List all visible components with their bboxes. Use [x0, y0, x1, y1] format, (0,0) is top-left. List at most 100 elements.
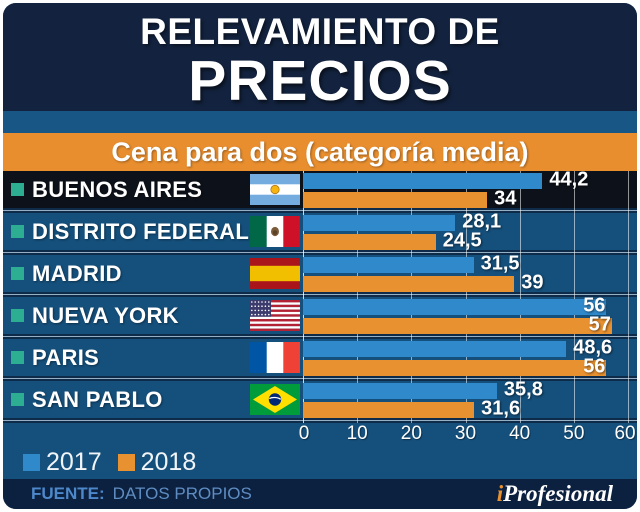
value-label: 31,5	[480, 252, 520, 275]
source-text: DATOS PROPIOS	[112, 484, 252, 503]
legend-swatch	[117, 453, 135, 471]
bullet-square-icon	[11, 183, 24, 196]
x-axis: 0 10 20 30 40 50 60	[299, 423, 636, 445]
chart-row: DISTRITO FEDERAL 28,1 24,5	[3, 210, 637, 255]
divider-strip	[3, 111, 637, 133]
row-separator	[3, 418, 637, 423]
value-label: 57	[588, 313, 611, 336]
value-label: 28,1	[462, 210, 502, 233]
flag-eeuu-icon	[250, 300, 300, 331]
bullet-square-icon	[11, 309, 24, 322]
bar-track: 31,5	[303, 253, 628, 275]
bar-chart: BUENOS AIRES 44,2 34 DISTRITO FEDERAL 28,1 24…	[3, 169, 637, 445]
bar-track: 56	[303, 356, 628, 378]
value-label: 31,6	[481, 397, 521, 420]
row-label-cell: BUENOS AIRES	[3, 171, 303, 208]
bar-track: 57	[303, 314, 628, 336]
gridline	[628, 171, 629, 423]
row-bars: 44,2 34	[303, 169, 628, 210]
subtitle-bar: Cena para dos (categoría media)	[3, 133, 637, 171]
value-label: 39	[521, 271, 544, 294]
bar-track: 44,2	[303, 169, 628, 191]
axis-tick-label: 0	[298, 423, 310, 444]
bar-track: 56	[303, 295, 628, 317]
gridline	[465, 171, 467, 423]
gridline	[519, 171, 521, 423]
value-label: 44,2	[549, 168, 589, 191]
flag-brasil-icon	[250, 384, 300, 415]
bar-track: 48,6	[303, 337, 628, 359]
chart-row: NUEVA YORK 56 57	[3, 295, 637, 339]
row-bars: 28,1 24,5	[303, 210, 628, 252]
row-bars: 48,6 56	[303, 337, 628, 378]
source-label: FUENTE:	[31, 484, 105, 503]
city-name: MADRID	[32, 260, 122, 286]
bar-2017	[303, 257, 474, 273]
legend-label: 2017	[46, 447, 102, 476]
row-separator	[3, 208, 637, 213]
chart-rows: BUENOS AIRES 44,2 34 DISTRITO FEDERAL 28,1 24…	[3, 169, 637, 423]
chart-row: BUENOS AIRES 44,2 34	[3, 169, 637, 213]
value-label: 35,8	[503, 378, 543, 401]
bullet-square-icon	[11, 267, 24, 280]
row-label-cell: NUEVA YORK	[3, 297, 303, 334]
infographic-panel: RELEVAMIENTO DE PRECIOS Cena para dos (c…	[3, 3, 637, 509]
city-name: NUEVA YORK	[32, 302, 179, 328]
bullet-square-icon	[11, 393, 24, 406]
bar-2017	[303, 215, 456, 231]
axis-tick-label: 60	[614, 423, 636, 444]
brand-prefix: i	[496, 481, 504, 506]
bar-2017	[303, 173, 543, 189]
title-line-2: PRECIOS	[188, 49, 452, 113]
value-label: 24,5	[442, 229, 482, 252]
bar-track: 39	[303, 272, 628, 294]
iprofesional-logo: iProfesional	[497, 481, 613, 507]
legend-swatch	[23, 453, 40, 471]
legend-label: 2018	[140, 447, 197, 476]
title-line-1: RELEVAMIENTO DE	[140, 11, 500, 52]
row-label-cell: PARIS	[3, 339, 303, 376]
flag-argentina-icon	[250, 174, 300, 205]
subtitle-text: Cena para dos (categoría media)	[111, 136, 529, 167]
value-label: 48,6	[573, 336, 613, 359]
row-separator	[3, 334, 637, 339]
row-label-cell: SAN PABLO	[3, 381, 303, 418]
city-name: BUENOS AIRES	[32, 176, 203, 202]
chart-row: PARIS 48,6 56	[3, 337, 637, 381]
source-note: FUENTE: DATOS PROPIOS	[31, 484, 252, 504]
axis-tick-label: 20	[400, 423, 422, 444]
bar-track: 34	[303, 188, 628, 210]
chart-row: SAN PABLO 35,8 31,6	[3, 378, 637, 423]
footer: FUENTE: DATOS PROPIOS iProfesional	[3, 479, 637, 509]
bar-2018	[303, 192, 488, 208]
gridline	[357, 171, 359, 423]
row-separator	[3, 376, 637, 381]
bar-2017	[303, 299, 607, 315]
header: RELEVAMIENTO DE PRECIOS	[3, 3, 637, 111]
row-separator	[3, 292, 637, 297]
bar-track: 31,6	[303, 398, 628, 420]
bar-2018	[303, 318, 612, 334]
bullet-square-icon	[11, 351, 24, 364]
gridline	[303, 171, 304, 423]
row-separator	[3, 250, 637, 255]
bar-2018	[303, 276, 515, 292]
row-label-cell: DISTRITO FEDERAL	[3, 213, 303, 250]
bar-2018	[303, 234, 436, 250]
row-bars: 56 57	[303, 295, 628, 336]
city-name: DISTRITO FEDERAL	[32, 218, 250, 244]
bar-2017	[303, 383, 497, 399]
gridline	[411, 171, 413, 423]
row-bars: 31,5 39	[303, 253, 628, 294]
row-label-cell: MADRID	[3, 255, 303, 292]
flag-espana-icon	[250, 258, 300, 289]
value-label: 34	[494, 187, 517, 210]
legend: 2017 2018	[3, 445, 637, 479]
chart-row: MADRID 31,5 39	[3, 253, 637, 297]
value-label: 56	[583, 355, 606, 378]
bullet-square-icon	[11, 225, 24, 238]
row-bars: 35,8 31,6	[303, 378, 628, 420]
bar-2017	[303, 341, 567, 357]
axis-tick-label: 10	[346, 423, 368, 444]
axis-tick-label: 40	[509, 423, 531, 444]
